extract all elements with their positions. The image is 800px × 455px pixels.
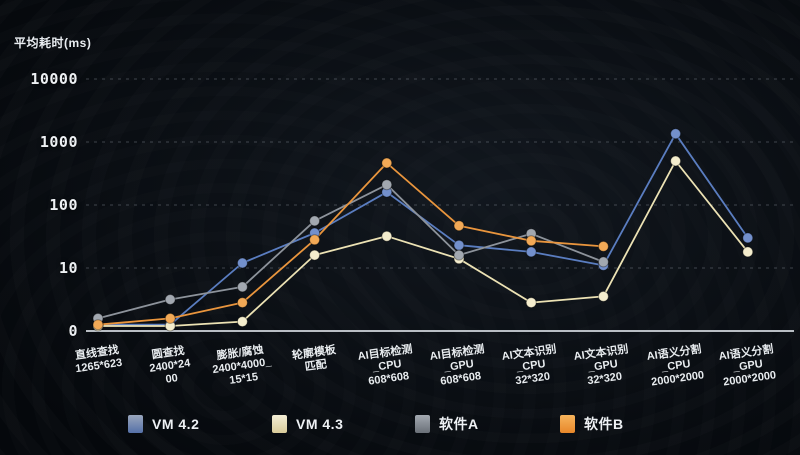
- data-point-b-2: [236, 297, 248, 309]
- data-point-vm-4-3-9: [742, 246, 754, 258]
- x-label-1-line-2: 00: [165, 372, 179, 386]
- data-point-b-3: [309, 234, 321, 246]
- y-axis-title: 平均耗时(ms): [14, 36, 92, 50]
- series-line-a: [97, 183, 604, 320]
- data-point-a-3: [309, 215, 321, 227]
- data-point-a-1: [164, 294, 176, 305]
- legend-item-vm-4-2[interactable]: VM 4.2: [128, 413, 199, 435]
- series-line-vm-4-2: [98, 132, 749, 326]
- legend-item-a[interactable]: 软件A: [415, 413, 479, 435]
- data-point-a-2: [236, 281, 248, 293]
- data-point-vm-4-2-2: [236, 257, 248, 269]
- legend-label-vm-4-3: VM 4.3: [296, 416, 344, 432]
- data-point-a-4: [381, 179, 393, 191]
- data-point-vm-4-2-9: [742, 232, 754, 244]
- y-tick-0: 0: [68, 322, 78, 340]
- data-point-a-7: [597, 256, 609, 268]
- data-point-vm-4-2-5: [453, 239, 465, 251]
- legend-label-a: 软件A: [439, 416, 479, 432]
- data-point-vm-4-3-2: [236, 316, 248, 328]
- data-point-vm-4-3-7: [597, 290, 609, 302]
- data-point-vm-4-3-6: [525, 297, 537, 309]
- data-point-a-5: [453, 249, 465, 261]
- y-tick-100: 100: [49, 196, 78, 214]
- legend-swatch-vm-4-3: [272, 415, 287, 433]
- data-point-b-5: [453, 220, 465, 232]
- data-point-vm-4-3-8: [670, 155, 682, 167]
- legend-label-b: 软件B: [584, 416, 624, 432]
- data-point-b-6: [525, 235, 537, 247]
- data-point-b-1: [164, 312, 176, 324]
- series-line-vm-4-3: [98, 160, 749, 327]
- data-point-b-4: [381, 157, 393, 169]
- series-line-b: [97, 162, 604, 326]
- data-point-vm-4-2-6: [525, 246, 537, 258]
- legend-item-b[interactable]: 软件B: [560, 413, 624, 435]
- data-point-b-7: [597, 240, 609, 252]
- data-point-vm-4-3-4: [381, 230, 393, 242]
- y-tick-10000: 10000: [30, 70, 78, 88]
- y-tick-1000: 1000: [39, 133, 78, 151]
- data-point-b-0: [92, 319, 104, 331]
- data-point-vm-4-2-8: [670, 128, 682, 140]
- x-label-3-line-1: 匹配: [303, 358, 328, 374]
- legend-swatch-vm-4-2: [128, 415, 143, 433]
- y-tick-10: 10: [58, 259, 78, 277]
- data-point-vm-4-3-3: [309, 249, 321, 261]
- legend-swatch-a: [415, 415, 430, 433]
- legend-item-vm-4-3[interactable]: VM 4.3: [272, 413, 343, 435]
- legend-label-vm-4-2: VM 4.2: [152, 416, 200, 432]
- legend-swatch-b: [560, 415, 575, 433]
